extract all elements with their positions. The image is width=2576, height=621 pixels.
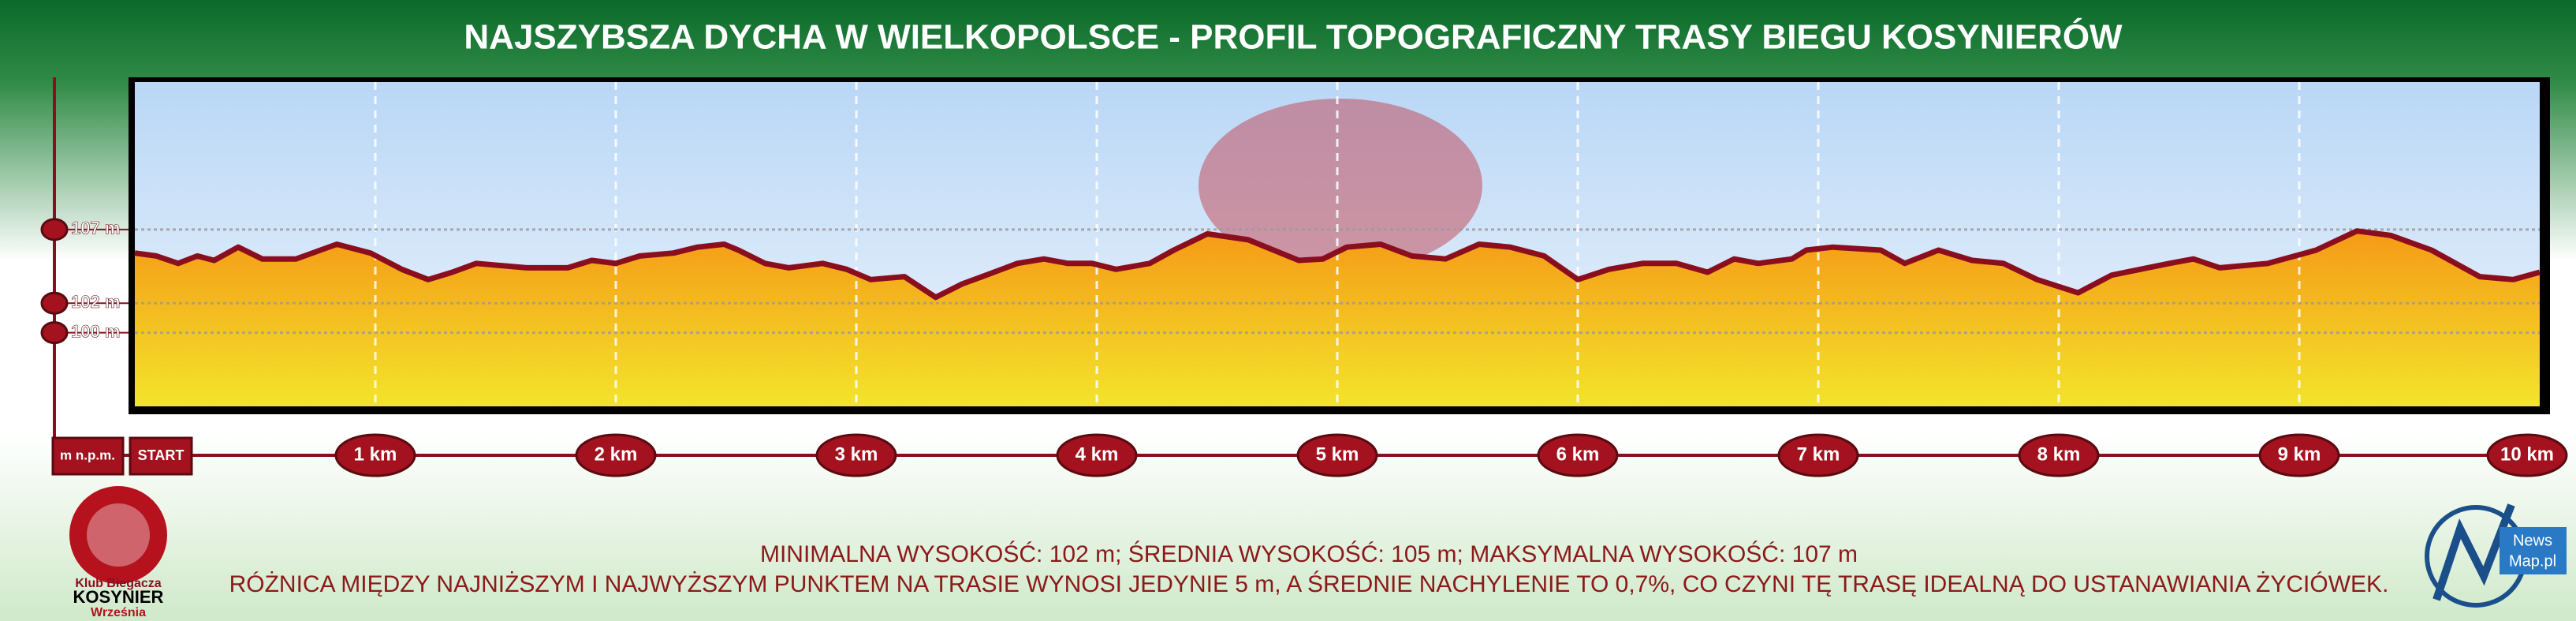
x-tick-marker	[129, 436, 193, 476]
logo-mark	[2432, 503, 2515, 601]
x-tick-marker	[1777, 433, 1859, 477]
logo-circle	[69, 486, 167, 584]
x-tick-label: 9 km	[2278, 443, 2321, 465]
x-tick-marker	[2486, 433, 2568, 477]
x-tick-marker	[2018, 433, 2100, 477]
profile-line	[134, 228, 2541, 301]
x-tick-label: 2 km	[595, 443, 638, 465]
logo-box	[2500, 527, 2567, 574]
logo-text: Września	[91, 606, 146, 619]
x-tick-marker	[1296, 433, 1378, 477]
logo-text: News	[2513, 532, 2552, 549]
plot-layer	[134, 82, 2541, 406]
y-tick-marker	[40, 218, 69, 241]
x-tick-marker	[1537, 433, 1619, 477]
logo-emblem	[87, 503, 150, 567]
footer-line: MINIMALNA WYSOKOŚĆ: 102 m; ŚREDNIA WYSOK…	[760, 541, 1858, 567]
x-tick-label: 3 km	[835, 443, 878, 465]
logo-text: Klub Biegacza	[75, 577, 161, 590]
x-tick-label: 4 km	[1076, 443, 1119, 465]
y-tick-marker	[40, 321, 69, 345]
x-tick-label: 8 km	[2037, 443, 2081, 465]
y-axis-label: m n.p.m.	[60, 447, 115, 462]
logo-text: KOSYNIER	[73, 587, 164, 607]
x-tick-marker	[575, 433, 657, 477]
y-axis-label-box	[51, 436, 125, 476]
x-tick-label: 10 km	[2500, 443, 2554, 465]
y-tick-label: 100 m	[71, 321, 120, 341]
chart-title: NAJSZYBSZA DYCHA W WIELKOPOLSCE - PROFIL…	[464, 17, 2123, 57]
x-tick-label: 7 km	[1797, 443, 1840, 465]
x-tick-marker	[815, 433, 897, 477]
logo-left: Klub Biegacza KOSYNIER Września	[69, 486, 167, 619]
x-tick-marker	[1056, 433, 1138, 477]
logo-right: News Map.pl	[2425, 503, 2567, 608]
x-tick-label: 6 km	[1556, 443, 1600, 465]
area-fill	[135, 230, 2540, 406]
y-tick-label: 102 m	[71, 292, 120, 312]
y-tick-marker	[40, 291, 69, 315]
y-tick-label: 107 m	[71, 219, 120, 238]
logo-text: Map.pl	[2509, 552, 2556, 570]
x-tick-label: 5 km	[1316, 443, 1359, 465]
x-tick-marker	[334, 433, 416, 477]
x-tick-label: 1 km	[354, 443, 397, 465]
x-tick-label: START	[138, 447, 185, 463]
x-tick-marker	[2258, 433, 2340, 477]
footer-line: RÓŻNICA MIĘDZY NAJNIŻSZYM I NAJWYŻSZYM P…	[229, 570, 2389, 597]
